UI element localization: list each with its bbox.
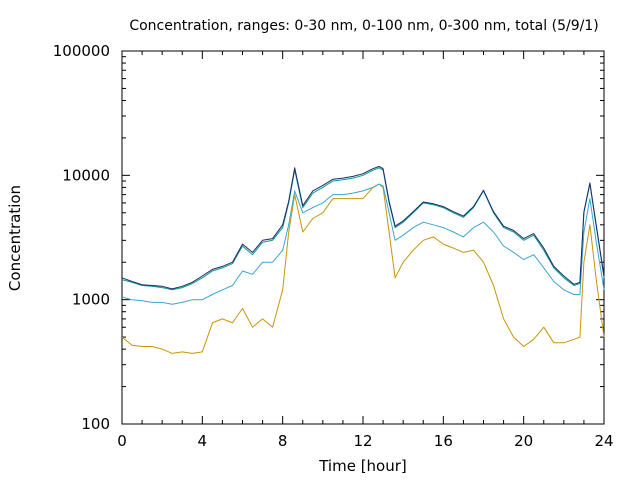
x-tick-label: 24 [594, 432, 613, 450]
x-tick-label: 20 [514, 432, 533, 450]
y-tick-label: 100000 [53, 42, 110, 60]
x-axis-label: Time [hour] [318, 457, 407, 475]
y-axis: 100 1000 10000 100000 [53, 42, 604, 433]
y-tick-label: 100 [81, 415, 110, 433]
y-axis-label: Concentration [6, 185, 24, 291]
y-tick-label: 10000 [62, 166, 110, 184]
series-0-30nm-line [121, 183, 605, 354]
chart-title: Concentration, ranges: 0-30 nm, 0-100 nm… [129, 18, 598, 34]
series-total-line [121, 165, 605, 290]
x-tick-label: 8 [278, 432, 288, 450]
series-lines [121, 165, 605, 354]
x-tick-label: 0 [117, 432, 127, 450]
x-tick-label: 4 [198, 432, 208, 450]
x-axis: 0 4 8 12 16 20 24 [117, 51, 614, 450]
series-0-100nm-line [121, 183, 605, 305]
x-tick-label: 12 [353, 432, 372, 450]
plot-frame [121, 50, 605, 425]
y-tick-label: 1000 [72, 291, 110, 309]
series-0-300nm-line [121, 167, 605, 291]
x-tick-label: 16 [434, 432, 453, 450]
